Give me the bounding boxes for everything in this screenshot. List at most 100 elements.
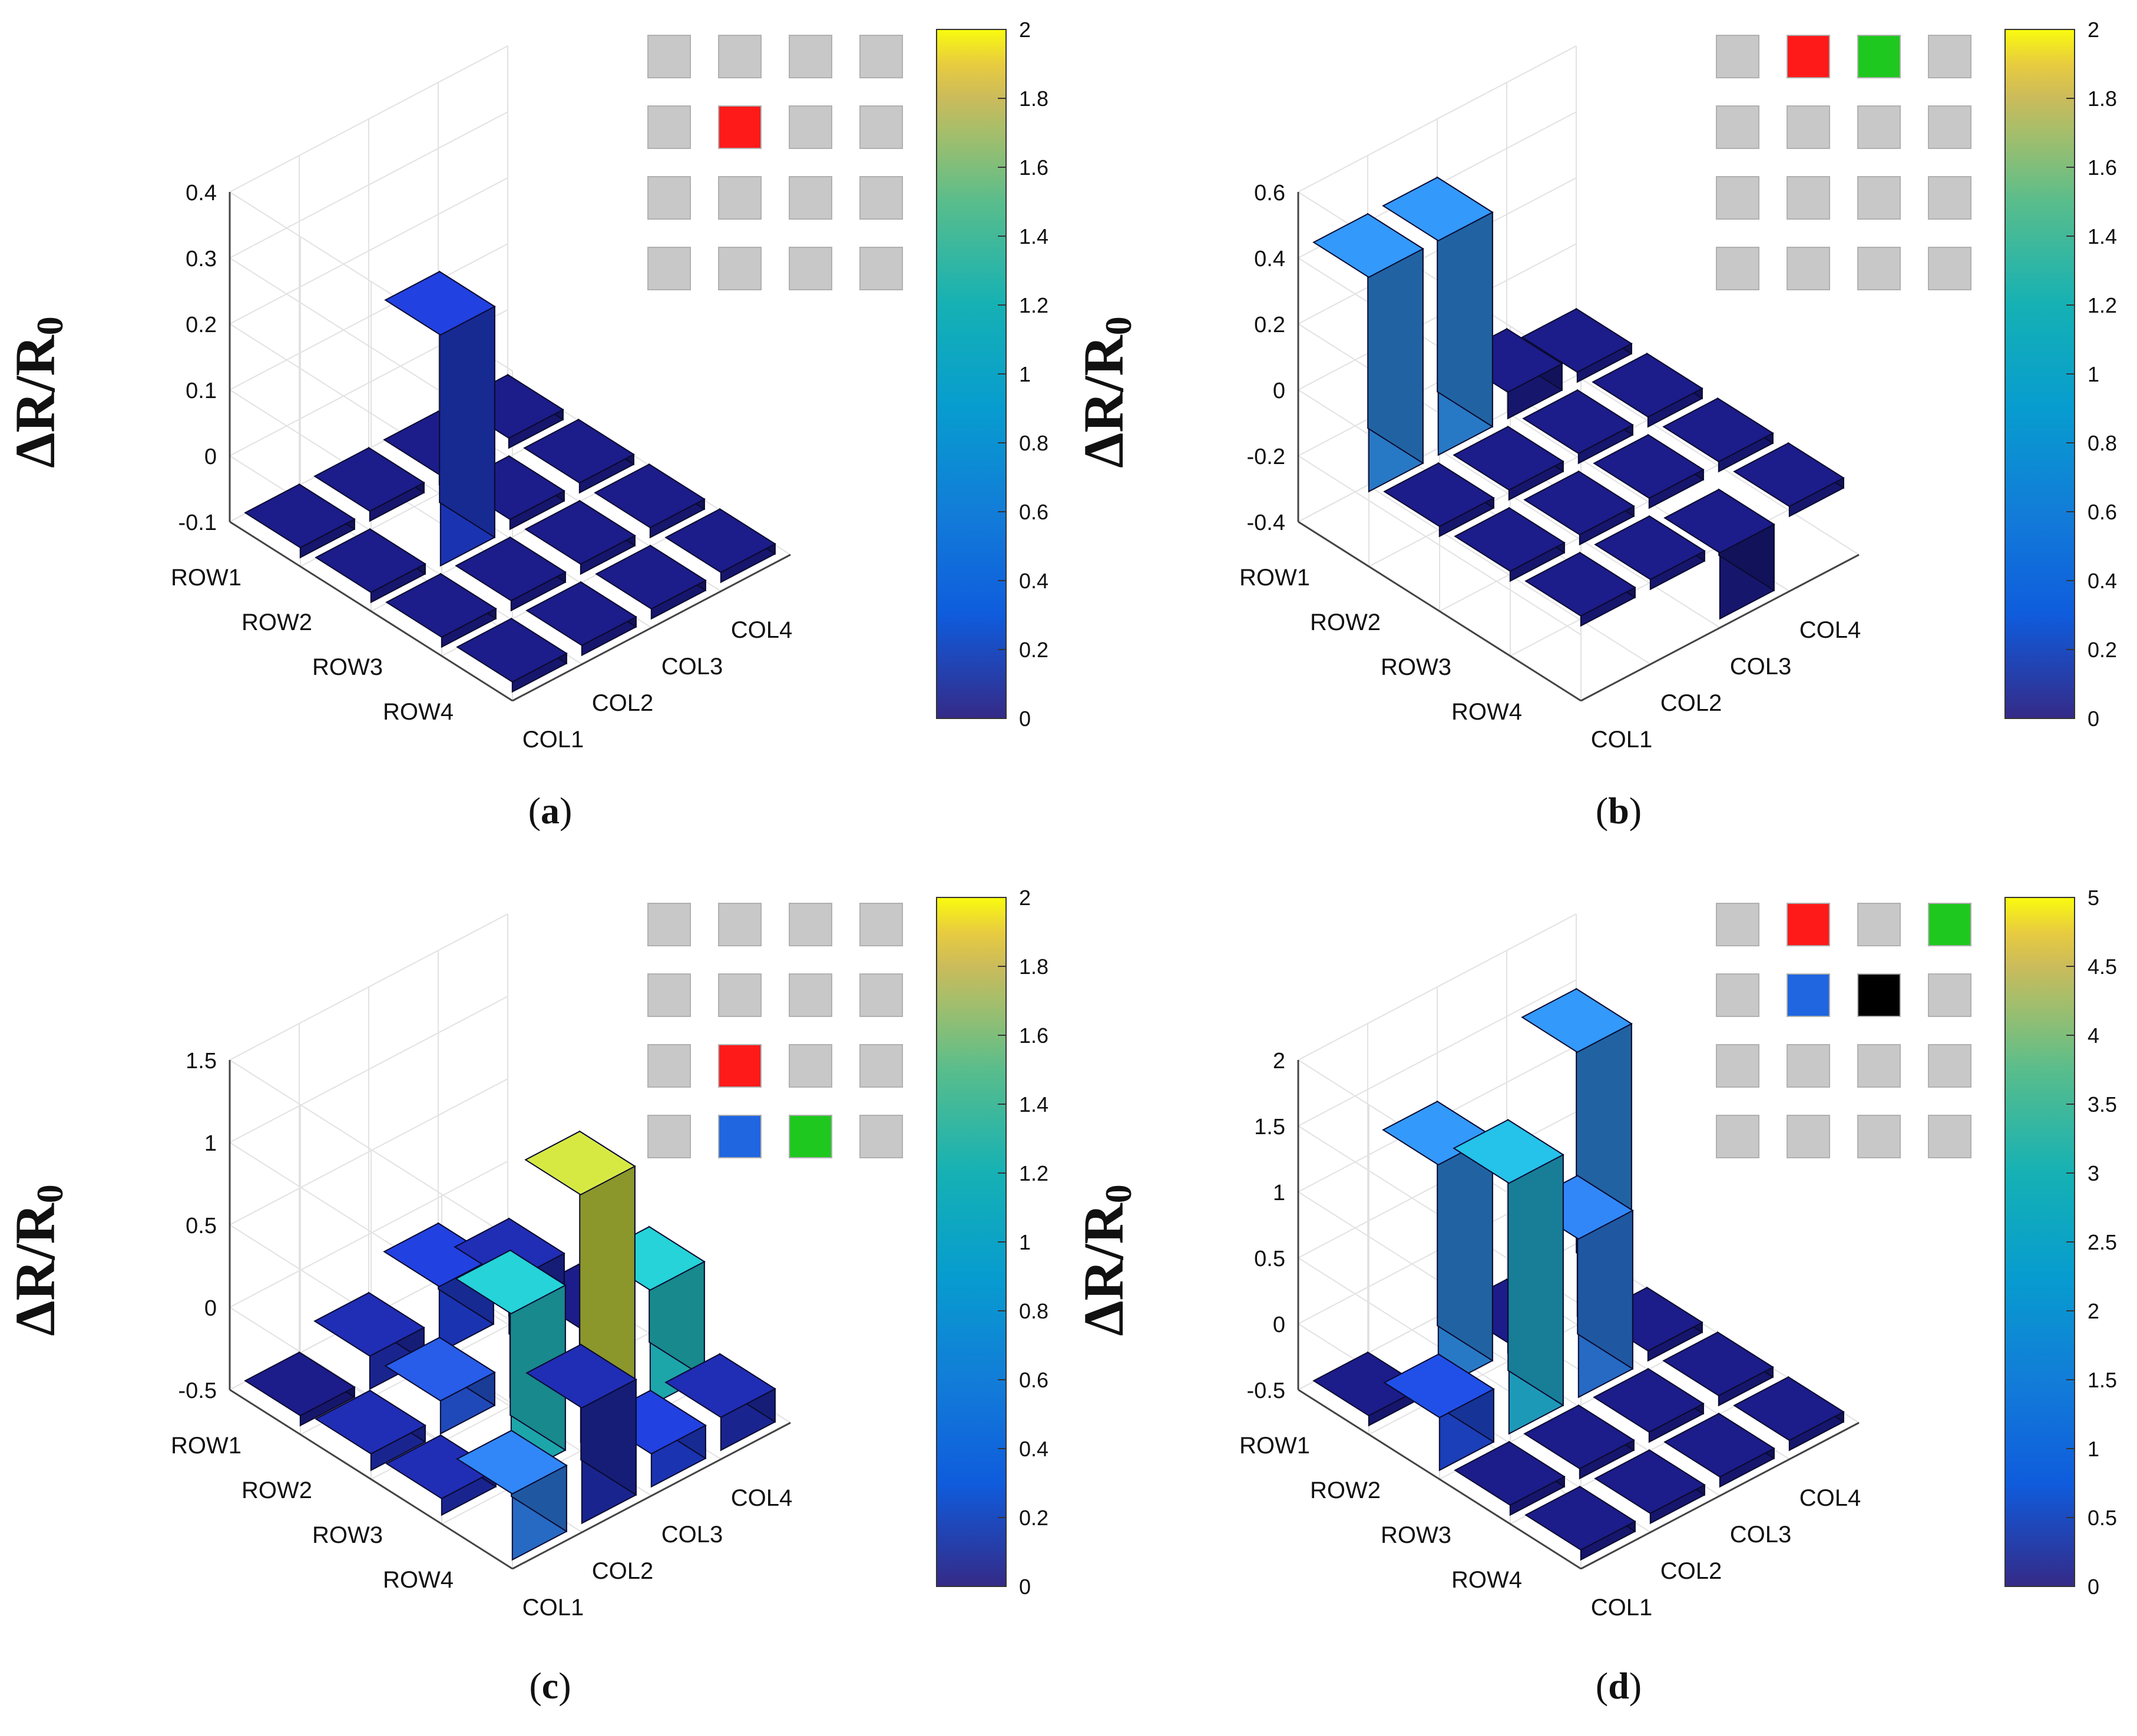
bar xyxy=(1522,1174,1634,1399)
colorbar-tick-label: 3 xyxy=(2088,1161,2099,1185)
colorbar-tick-label: 1 xyxy=(2088,362,2099,386)
colorbar-tick-label: 0 xyxy=(2088,1575,2099,1599)
z-tick-label: -0.1 xyxy=(178,511,217,535)
col-label: COL1 xyxy=(522,1595,584,1621)
inset-cell-gray xyxy=(1716,1115,1759,1158)
caption-a: (a) xyxy=(528,790,573,831)
colorbar: 0 0.2 0.4 0.6 0.8 1 1.2 1.4 1.6 1.8 2 xyxy=(936,886,1048,1599)
bar xyxy=(244,483,356,559)
row-label: ROW4 xyxy=(383,699,454,725)
z-tick-label: 0.2 xyxy=(1254,313,1285,337)
colorbar-tick-label: 2 xyxy=(1019,886,1031,910)
colorbar-tick-label: 0 xyxy=(1019,707,1031,731)
colorbar-tick-label: 1 xyxy=(2088,1437,2099,1461)
colorbar-tick-label: 0 xyxy=(2088,707,2099,731)
row-label: ROW3 xyxy=(312,1522,383,1548)
axes-walls xyxy=(229,45,791,701)
inset-cell-gray xyxy=(1787,105,1830,149)
row-label: ROW3 xyxy=(312,654,383,680)
z-tick-label: -0.5 xyxy=(178,1379,217,1403)
inset-cell-gray xyxy=(1716,903,1759,946)
bar xyxy=(315,528,426,604)
colorbar-tick-label: 0.2 xyxy=(1019,1506,1048,1530)
inset-cell-gray xyxy=(1928,105,1971,149)
row-label: ROW2 xyxy=(1310,1477,1381,1503)
bar xyxy=(594,463,706,539)
inset-cell-gray xyxy=(789,35,832,78)
bar xyxy=(523,418,635,494)
z-tick-label: 1 xyxy=(1273,1181,1285,1205)
row-label: ROW1 xyxy=(171,1433,242,1459)
colorbar-tick-label: 2 xyxy=(2088,1299,2099,1323)
col-label: COL3 xyxy=(661,654,723,680)
bar xyxy=(1593,1367,1705,1443)
inset-cell-gray xyxy=(718,35,762,78)
electrode-inset xyxy=(1716,903,1971,1158)
bar xyxy=(384,1336,496,1435)
inset-cell-gray xyxy=(1928,973,1971,1017)
inset-cell-gray xyxy=(1857,1044,1901,1088)
colorbar-tick-label: 2 xyxy=(1019,18,1031,42)
z-tick-label: 0 xyxy=(1273,379,1285,403)
inset-cell-gray xyxy=(859,176,903,220)
row-label: ROW2 xyxy=(242,1477,312,1503)
row-axis xyxy=(229,521,513,702)
colorbar-tick-label: 1 xyxy=(1019,362,1031,386)
col-label: COL2 xyxy=(1660,690,1722,716)
inset-cell-green xyxy=(1928,903,1971,946)
bar xyxy=(385,572,497,648)
inset-cell-gray xyxy=(1716,176,1759,220)
colorbar-tick-label: 0.2 xyxy=(1019,638,1048,662)
bar xyxy=(1733,442,1845,518)
bar xyxy=(1312,213,1424,493)
col-axis xyxy=(1580,1422,1860,1570)
colorbar-tick-label: 0.5 xyxy=(2088,1506,2117,1530)
inset-cell-gray xyxy=(859,247,903,290)
colorbar-tick-label: 1.4 xyxy=(1019,1092,1048,1117)
bar xyxy=(664,1353,776,1452)
z-tick-label: 0.6 xyxy=(1254,181,1285,206)
colorbar-tick-label: 1.6 xyxy=(1019,155,1048,180)
colorbar-tick-label: 1.2 xyxy=(1019,293,1048,317)
caption-b: (b) xyxy=(1595,790,1642,831)
inset-cell-gray xyxy=(1787,1115,1830,1158)
inset-cell-gray xyxy=(859,973,903,1017)
inset-cell-gray xyxy=(718,176,762,220)
row-label: ROW4 xyxy=(383,1567,454,1593)
row-label: ROW4 xyxy=(1451,699,1522,725)
inset-cell-gray xyxy=(647,35,691,78)
inset-cell-red xyxy=(1787,903,1830,946)
inset-cell-gray xyxy=(859,903,903,946)
bar xyxy=(1593,433,1705,509)
colorbar-tick-label: 0.8 xyxy=(1019,1299,1048,1323)
bar xyxy=(455,1249,567,1480)
z-tick-label: 1.5 xyxy=(186,1049,217,1074)
bar xyxy=(1521,307,1633,383)
inset-cell-red xyxy=(1787,35,1830,78)
col-label: COL4 xyxy=(731,1485,793,1511)
bar xyxy=(456,1429,568,1561)
electrode-inset xyxy=(1716,35,1971,290)
col-axis xyxy=(512,1422,791,1570)
col-label: COL4 xyxy=(1799,1485,1861,1511)
bars xyxy=(1312,176,1845,627)
inset-cell-gray xyxy=(1928,1044,1971,1088)
inset-cell-gray xyxy=(1928,247,1971,290)
inset-cell-gray xyxy=(859,1115,903,1158)
colorbar-tick-label: 0.4 xyxy=(1019,1437,1048,1461)
inset-cell-gray xyxy=(1716,1044,1759,1088)
bar xyxy=(1663,1412,1775,1488)
col-label: COL3 xyxy=(1730,654,1792,680)
inset-cell-gray xyxy=(1787,247,1830,290)
z-tick-label: 0.1 xyxy=(186,379,217,403)
inset-cell-gray xyxy=(859,35,903,78)
inset-cell-gray xyxy=(647,176,691,220)
col-label: COL4 xyxy=(731,617,793,643)
y-axis-label: ΔR/R0 xyxy=(1072,316,1139,468)
bar xyxy=(244,1351,356,1427)
bar xyxy=(1382,176,1494,456)
col-label: COL4 xyxy=(1799,617,1861,643)
y-axis-label: ΔR/R0 xyxy=(1072,1184,1139,1336)
